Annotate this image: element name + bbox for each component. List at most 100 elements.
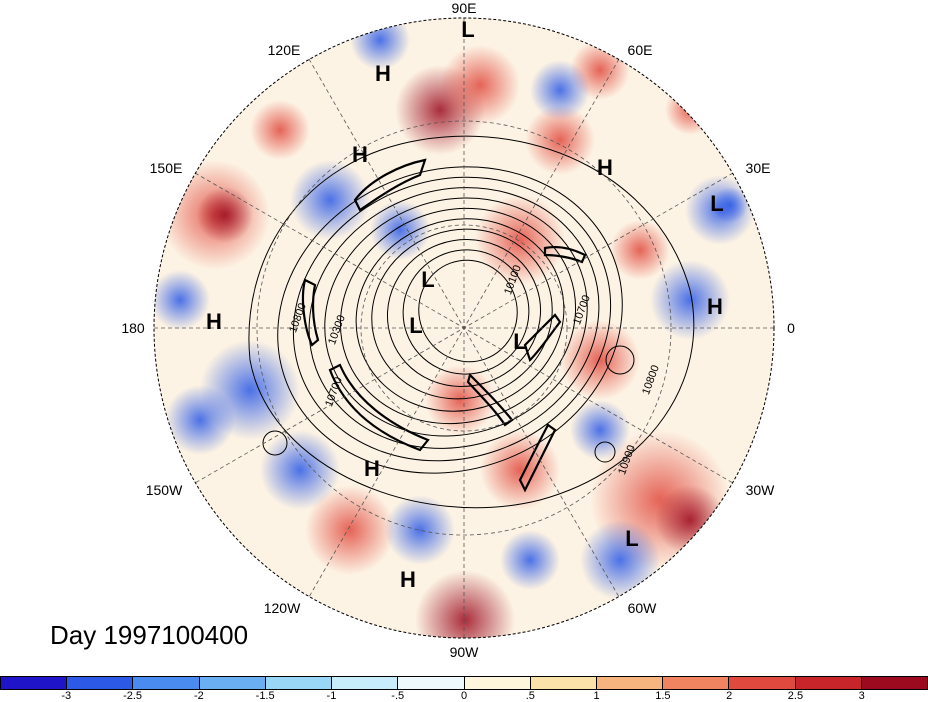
day-label: Day 1997100400 xyxy=(50,620,249,650)
jet-stream-outline xyxy=(466,372,514,427)
colorbar-tick-label: 0 xyxy=(460,690,468,702)
longitude-label-60e: 60E xyxy=(627,42,653,58)
longitude-label-90e: 90E xyxy=(451,0,477,16)
colorbar-segment xyxy=(265,677,333,689)
anomaly-region xyxy=(525,105,595,175)
colorbar-tick-label: -2 xyxy=(193,690,204,702)
colorbar-tick-label: -2.5 xyxy=(123,690,143,702)
colorbar-segment xyxy=(332,677,399,689)
height-contour xyxy=(605,345,635,375)
pressure-center-label: L xyxy=(461,17,475,42)
anomaly-region xyxy=(560,320,640,400)
pressure-center-label: H xyxy=(364,456,380,481)
pressure-center-label: L xyxy=(710,191,724,216)
pressure-center-label: H xyxy=(597,155,613,180)
longitude-label-150e: 150E xyxy=(149,160,183,176)
longitude-label-90w: 90W xyxy=(449,644,479,660)
colorbar-segment xyxy=(133,677,200,689)
pressure-center-label: H xyxy=(375,61,391,86)
colorbar-segment xyxy=(596,677,664,689)
pressure-center-label: H xyxy=(206,309,222,334)
anomaly-region xyxy=(475,195,565,285)
colorbar-tick-label: 1 xyxy=(593,690,600,702)
height-contour xyxy=(262,430,288,456)
anomaly-region xyxy=(712,187,748,223)
longitude-label-30e: 30E xyxy=(745,160,771,176)
colorbar-tick-label: .5 xyxy=(525,690,535,702)
anomaly-field xyxy=(154,18,774,638)
height-contour xyxy=(308,187,600,449)
jet-stream-outline xyxy=(353,158,427,212)
colorbar-tick-label: -3 xyxy=(61,690,72,702)
colorbar-segment xyxy=(530,677,597,689)
map-boundary xyxy=(153,17,775,639)
graticule xyxy=(154,18,774,638)
anomaly-region xyxy=(580,520,660,600)
anomaly-region xyxy=(260,430,340,510)
jet-stream-outline xyxy=(518,423,557,493)
anomaly-region xyxy=(415,570,515,638)
anomaly-region xyxy=(370,200,430,260)
anomaly-region xyxy=(250,100,310,160)
colorbar-segment xyxy=(861,677,928,689)
anomaly-region xyxy=(610,220,670,280)
jet-stream-outline xyxy=(523,313,562,363)
height-contour xyxy=(339,207,577,425)
colorbar-tick-label: -1.5 xyxy=(255,690,275,702)
pressure-center-label: L xyxy=(421,267,435,292)
jet-stream-outline xyxy=(328,363,430,452)
longitude-label-180: 180 xyxy=(121,320,145,336)
colorbar-tick-label: 3 xyxy=(858,690,865,702)
colorbar-segment xyxy=(67,677,134,689)
pressure-center-label: L xyxy=(513,329,527,354)
jet-stream-outline xyxy=(301,278,320,347)
longitude-label-150w: 150W xyxy=(145,482,183,498)
colorbar-segment xyxy=(1,677,68,689)
longitude-label-120e: 120E xyxy=(267,42,301,58)
colorbar-segment xyxy=(398,677,465,689)
anomaly-region xyxy=(197,187,253,243)
pressure-center-label: L xyxy=(625,526,639,551)
colorbar-segment xyxy=(729,677,796,689)
colorbar-segment xyxy=(795,677,862,689)
pressure-center-label: H xyxy=(707,294,723,319)
colorbar-segment xyxy=(464,677,531,689)
jet-stream-outline xyxy=(543,246,587,264)
height-contour xyxy=(277,166,623,474)
anomaly-region xyxy=(165,385,235,455)
pressure-center-label: L xyxy=(409,313,423,338)
anomaly-region xyxy=(500,530,560,590)
height-contour xyxy=(371,228,553,400)
colorbar-tick-label: -.5 xyxy=(391,690,405,702)
anomaly-region xyxy=(480,430,560,510)
colorbar-segment xyxy=(663,677,730,689)
height-contour xyxy=(594,441,616,463)
colorbar xyxy=(0,676,928,690)
colorbar-ticks: -3 -2.5 -2 -1.5 -1 -.5 0 .5 1 1.5 2 2.5 3 xyxy=(0,690,928,702)
longitude-label-30w: 30W xyxy=(745,482,775,498)
colorbar-tick-label: -1 xyxy=(326,690,337,702)
height-contour xyxy=(248,135,695,509)
colorbar-tick-label: 1.5 xyxy=(655,690,671,702)
anomaly-region xyxy=(530,60,590,120)
colorbar-segment xyxy=(199,677,266,689)
anomaly-region xyxy=(154,270,210,330)
longitude-label-60w: 60W xyxy=(627,600,657,616)
longitude-label-0: 0 xyxy=(787,320,795,336)
anomaly-region xyxy=(655,485,725,555)
anomaly-region xyxy=(650,260,730,340)
height-contour xyxy=(402,249,530,375)
anomaly-region xyxy=(665,85,715,135)
height-contour xyxy=(324,197,588,437)
colorbar-tick-label: 2.5 xyxy=(787,690,804,702)
height-contour xyxy=(292,176,612,462)
anomaly-region xyxy=(440,45,520,125)
height-contour xyxy=(355,218,565,412)
longitude-label-120w: 120W xyxy=(263,600,301,616)
anomaly-region xyxy=(305,485,395,575)
colorbar-tick-label: 2 xyxy=(726,690,733,702)
anomaly-region xyxy=(385,495,455,565)
pressure-center-label: H xyxy=(400,567,416,592)
pressure-center-label: H xyxy=(352,142,368,167)
